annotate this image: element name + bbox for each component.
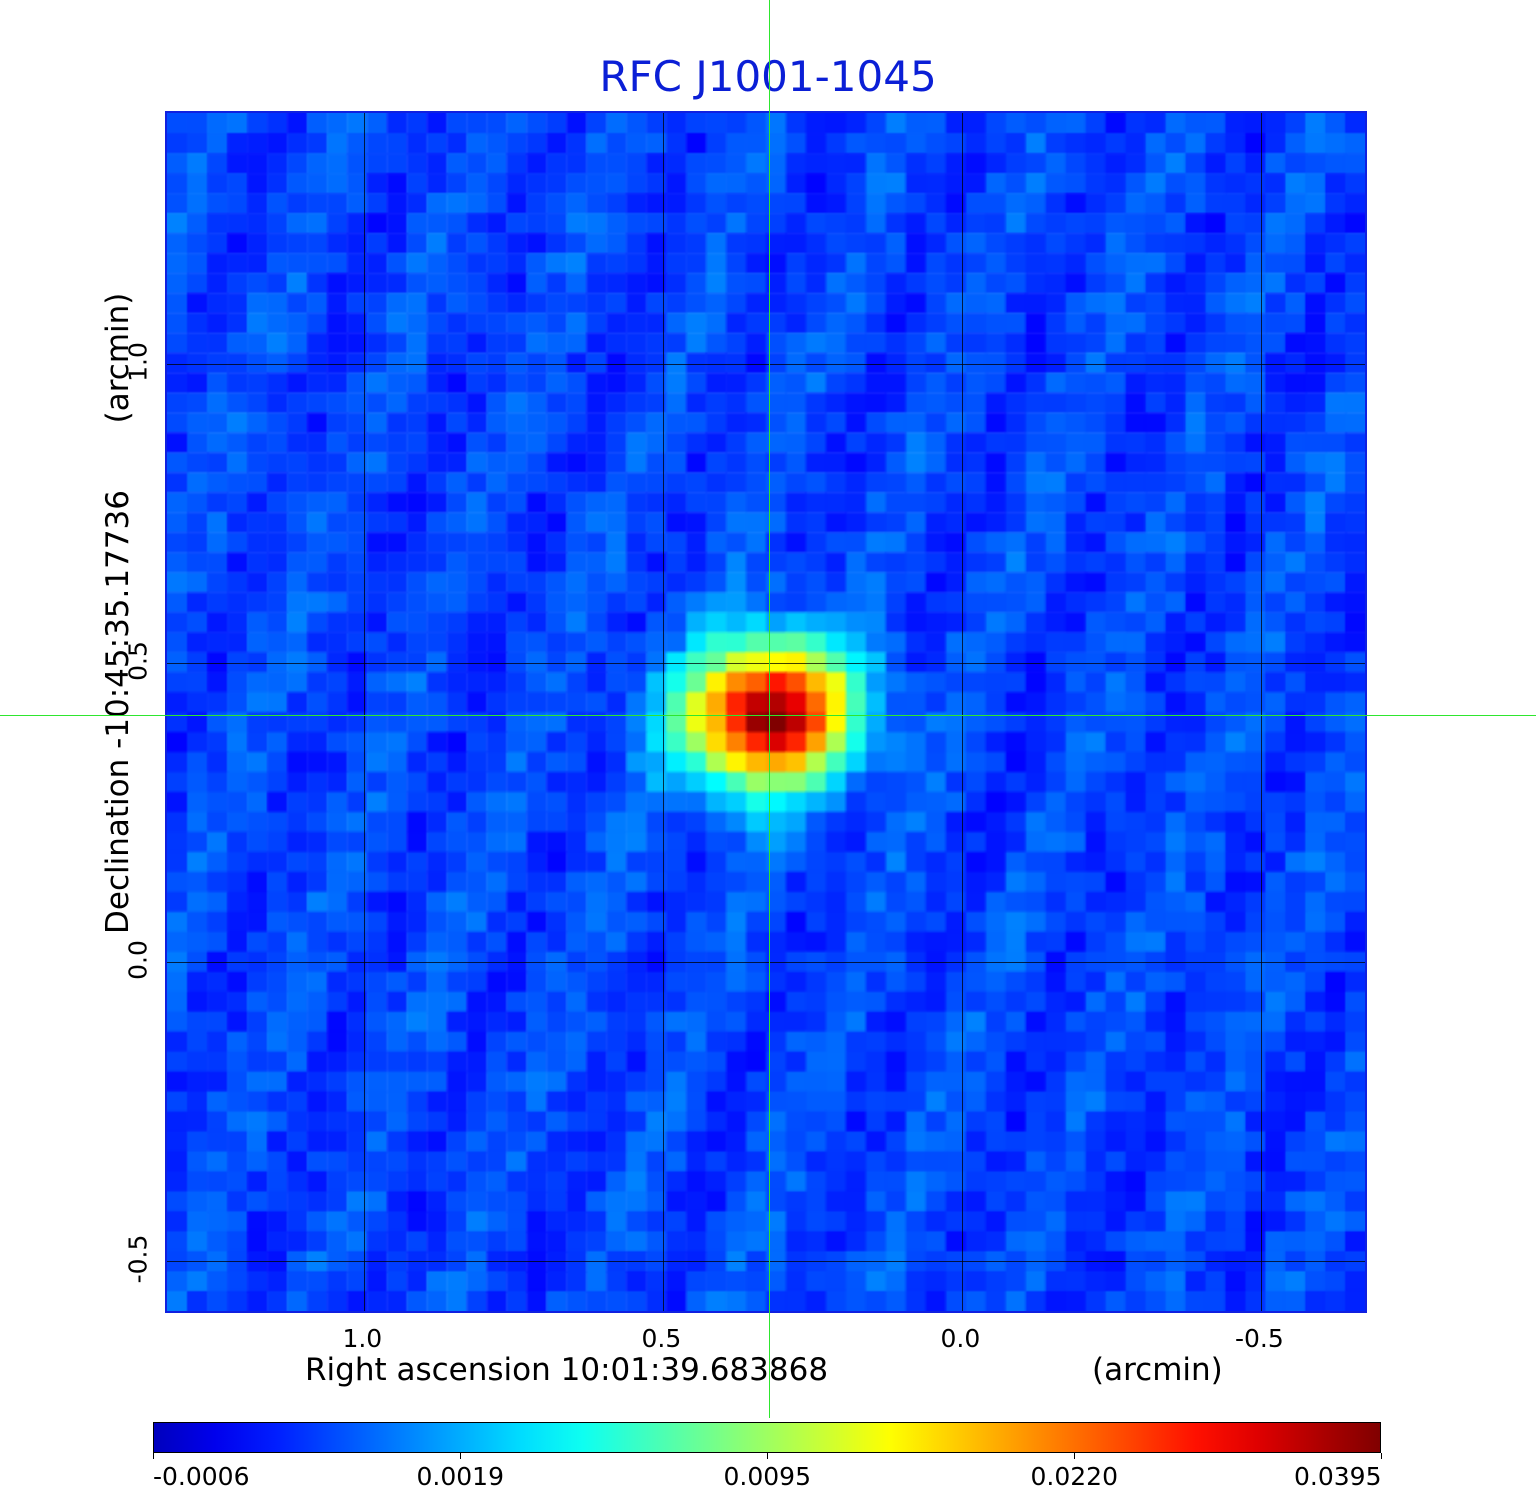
colorbar-tick-label: 0.0220: [1030, 1462, 1118, 1491]
x-gridline: [663, 113, 665, 1311]
intensity-map: [167, 113, 1365, 1311]
x-tick-label: 0.5: [641, 1324, 682, 1353]
colorbar-tick: [153, 1453, 154, 1459]
colorbar-tick: [460, 1453, 461, 1459]
colorbar-tick-label: -0.0006: [153, 1462, 250, 1491]
colorbar-tick-label: 0.0395: [1294, 1462, 1382, 1491]
chart-title: RFC J1001-1045: [599, 52, 937, 101]
y-tick-label: 0.0: [123, 940, 153, 981]
y-tick-label: -0.5: [123, 1234, 153, 1284]
x-tick-label: 1.0: [342, 1324, 383, 1353]
y-axis-title: Declination -10:45:35.17736: [100, 490, 136, 934]
x-axis-title: Right ascension 10:01:39.683868: [305, 1352, 829, 1388]
crosshair-vertical: [769, 0, 770, 1418]
colorbar-tick: [1074, 1453, 1075, 1459]
x-tick-label: -0.5: [1234, 1324, 1284, 1353]
y-gridline: [167, 962, 1365, 964]
x-gridline: [962, 113, 964, 1311]
colorbar-tick: [1381, 1453, 1382, 1459]
image-map: [165, 111, 1367, 1313]
colorbar: [153, 1422, 1381, 1453]
x-axis-unit: (arcmin): [1092, 1352, 1223, 1388]
y-gridline: [167, 663, 1365, 665]
x-tick-label: 0.0: [940, 1324, 981, 1353]
y-tick-label: 0.5: [123, 641, 153, 682]
x-gridline: [1261, 113, 1263, 1311]
y-gridline: [167, 1261, 1365, 1263]
colorbar-tick-label: 0.0095: [723, 1462, 811, 1491]
y-gridline: [167, 364, 1365, 366]
x-gridline: [364, 113, 366, 1311]
colorbar-tick-label: 0.0019: [416, 1462, 504, 1491]
crosshair-horizontal: [0, 715, 1536, 716]
y-tick-label: 1.0: [123, 342, 153, 383]
colorbar-tick: [767, 1453, 768, 1459]
